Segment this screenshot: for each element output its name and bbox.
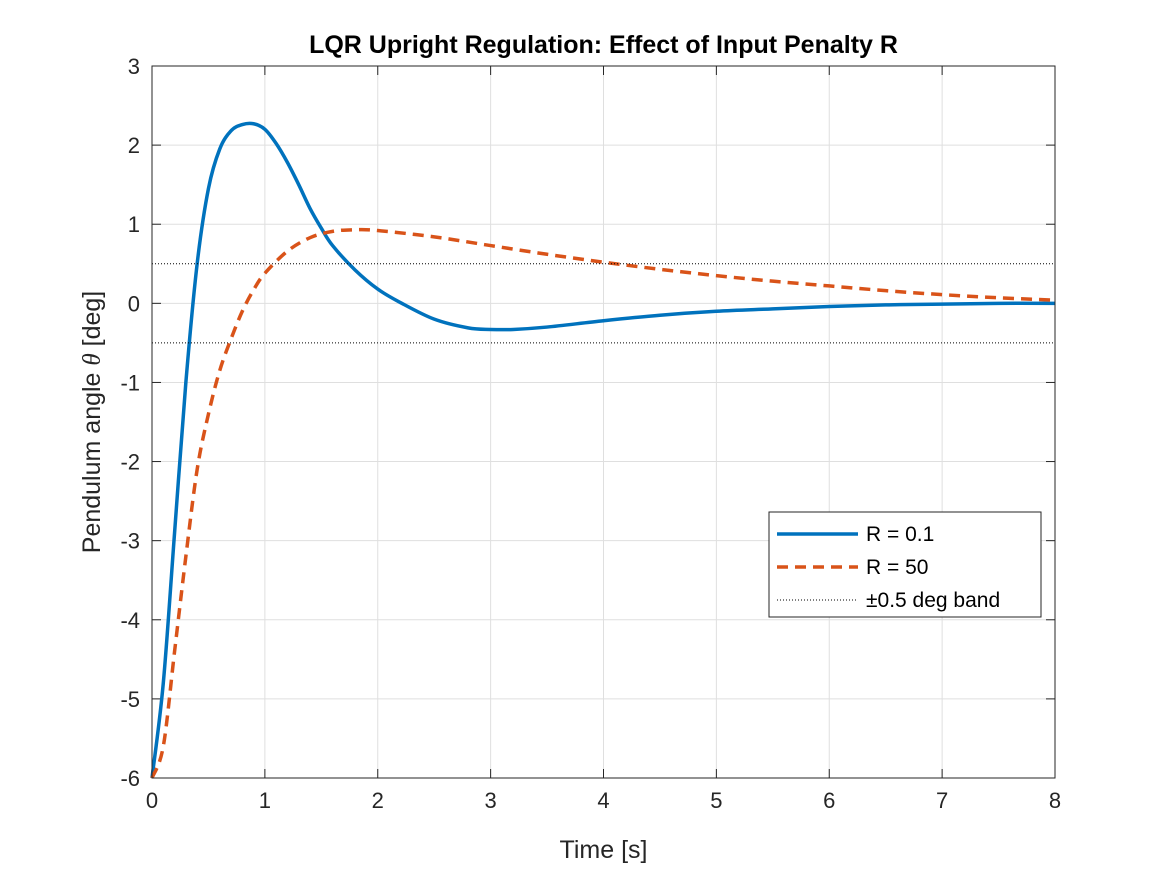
axes-box	[151, 65, 1056, 779]
legend-label-band: ±0.5 deg band	[866, 589, 1000, 612]
y-tick-label: -2	[120, 450, 140, 475]
series-line-0	[150, 121, 1056, 779]
x-tick-label: 5	[710, 788, 722, 813]
y-axis-label-suffix: [deg]	[78, 291, 106, 354]
y-tick-label: -3	[120, 529, 140, 554]
y-axis-label-prefix: Pendulum angle	[78, 366, 106, 554]
y-tick-label: 1	[128, 212, 140, 237]
x-tick-label: 0	[146, 788, 158, 813]
y-tick-label: 2	[128, 133, 140, 158]
x-tick-label: 2	[372, 788, 384, 813]
y-tick-label: -4	[120, 608, 140, 633]
y-tick-label: -5	[120, 687, 140, 712]
y-tick-label: -1	[120, 370, 140, 395]
y-tick-label: 3	[128, 54, 140, 79]
x-tick-label: 3	[485, 788, 497, 813]
x-axis-label: Time [s]	[560, 836, 648, 864]
y-tick-label: 0	[128, 291, 140, 316]
x-tick-label: 7	[936, 788, 948, 813]
legend: R = 0.1 R = 50 ±0.5 deg band	[768, 511, 1042, 618]
x-tick-label: 4	[597, 788, 609, 813]
series-group	[150, 121, 1056, 779]
legend-box	[768, 511, 1042, 618]
y-axis-label: Pendulum angle θ [deg]	[78, 291, 106, 553]
x-tick-label: 6	[823, 788, 835, 813]
legend-label-r-50: R = 50	[866, 556, 928, 579]
legend-label-r-0-1: R = 0.1	[866, 523, 934, 546]
chart-title: LQR Upright Regulation: Effect of Input …	[309, 31, 898, 59]
y-tick-label: -6	[120, 766, 140, 791]
series-line-1	[150, 227, 1056, 779]
x-tick-label: 8	[1049, 788, 1061, 813]
y-axis-label-symbol: θ	[79, 353, 106, 365]
tick-labels: 0 1 2 3 4 5 6 7 8 -6 -5 -4 -3 -2 -1 0 1 2 3	[120, 54, 1061, 813]
x-tick-label: 1	[259, 788, 271, 813]
